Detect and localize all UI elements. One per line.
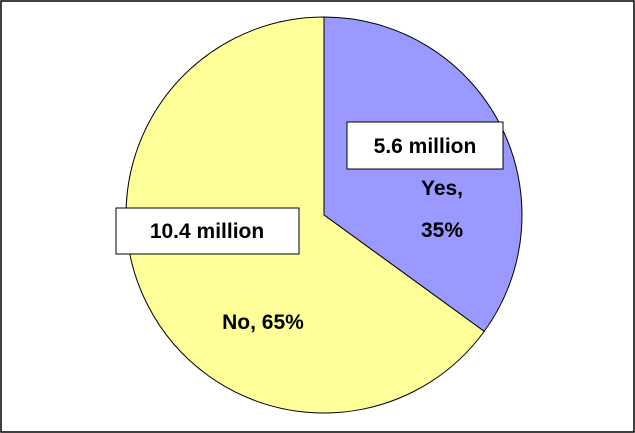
- value-callout-no: 10.4 million: [115, 207, 300, 255]
- pie: [125, 16, 523, 414]
- value-callout-yes: 5.6 million: [346, 121, 504, 170]
- value-callout-no-box: [115, 207, 300, 255]
- value-callout-no-text: 10.4 million: [150, 220, 264, 243]
- slice-label-yes-line1: Yes,: [421, 177, 463, 200]
- pie-slice-no: [125, 16, 485, 414]
- value-callout-yes-box: [346, 121, 504, 170]
- value-callout-yes-text: 5.6 million: [374, 135, 477, 158]
- slice-label-yes-line2: 35%: [421, 219, 463, 242]
- slice-label-no: No, 65%: [222, 311, 304, 334]
